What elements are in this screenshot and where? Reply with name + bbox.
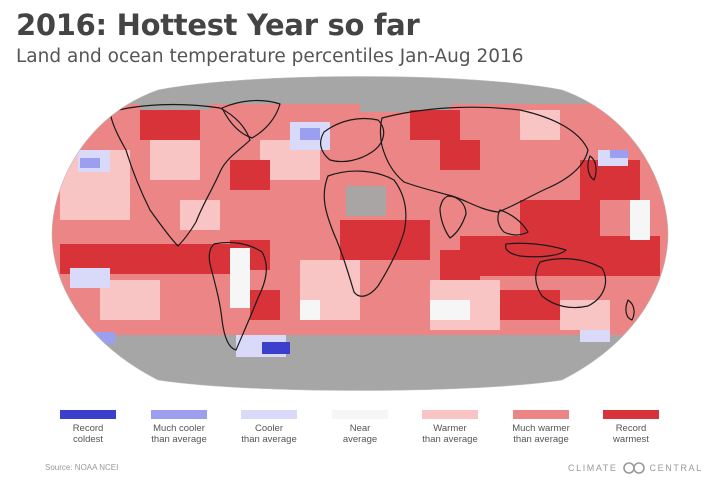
legend-label-line1: Much cooler: [153, 423, 205, 434]
map-region-patch: [230, 248, 250, 308]
new-zealand-outline: [625, 299, 635, 321]
legend-label: Record coldest: [40, 423, 136, 445]
legend-label-line2: than average: [151, 434, 207, 445]
legend-label-line2: than average: [513, 434, 569, 445]
brand-text-left: CLIMATE: [568, 463, 618, 473]
africa-outline: [323, 170, 407, 297]
map-region-patch: [610, 150, 628, 158]
map-region-patch: [460, 236, 660, 276]
map-region-arctic: [52, 76, 668, 104]
legend-label-line2: warmest: [613, 434, 649, 445]
india-outline: [439, 195, 467, 239]
map-region-patch: [80, 158, 100, 168]
legend-item-record-warmest: Record warmest: [583, 410, 679, 445]
legend-swatch: [603, 410, 659, 419]
legend-label-line1: Cooler: [255, 423, 283, 434]
europe-outline: [320, 117, 385, 163]
legend-label-line1: Record: [72, 423, 104, 434]
legend-swatch: [60, 410, 116, 419]
legend-item-record-coldest: Record coldest: [40, 410, 136, 445]
legend-label-line2: than average: [241, 434, 297, 445]
legend-swatch: [151, 410, 207, 419]
map-region-patch: [180, 200, 220, 230]
map-region-patch: [300, 300, 320, 320]
map-region-patch: [140, 110, 200, 140]
australia-outline: [535, 258, 607, 309]
north-america-outline: [109, 103, 251, 247]
map-region-patch: [150, 140, 200, 180]
legend-swatch: [422, 410, 478, 419]
legend-label: Warmer than average: [402, 423, 498, 445]
legend-label: Record warmest: [583, 423, 679, 445]
japan-outline: [587, 155, 597, 181]
map-region-patch: [500, 290, 560, 320]
map-region-patch: [250, 290, 280, 320]
map-region-patch: [410, 110, 460, 140]
brand-text-right: CENTRAL: [649, 463, 703, 473]
legend-item-warmer: Warmer than average: [402, 410, 498, 445]
legend-label-line1: Warmer: [433, 423, 467, 434]
map-region-patch: [580, 330, 610, 342]
globe-outline: [51, 76, 669, 391]
south-america-outline: [208, 241, 267, 351]
legend-label: Much cooler than average: [131, 423, 227, 445]
map-region-antarctic: [52, 335, 668, 391]
legend-item-cooler: Cooler than average: [221, 410, 317, 445]
page-subtitle: Land and ocean temperature percentiles J…: [16, 46, 524, 67]
greenland-outline: [221, 99, 281, 139]
legend-label-line2: average: [342, 434, 378, 445]
map-region-patch: [85, 332, 115, 344]
legend-label-line1: Near: [349, 423, 371, 434]
indonesia-outline: [505, 242, 567, 258]
asia-outline: [379, 106, 589, 213]
legend-item-much-cooler: Much cooler than average: [131, 410, 227, 445]
map-region-patch: [430, 300, 470, 320]
legend-label: Much warmer than average: [493, 423, 589, 445]
legend-label: Near average: [312, 423, 408, 445]
map-region-patch: [300, 128, 320, 140]
map-region-patch: [520, 200, 600, 236]
map-region-patch: [70, 268, 110, 288]
map-region-patch: [440, 140, 480, 170]
map-region-patch: [440, 250, 480, 280]
map-region-patch: [560, 300, 610, 330]
map-region-patch: [230, 160, 270, 190]
legend-label-line2: than average: [422, 434, 478, 445]
legend-swatch: [513, 410, 569, 419]
map-region-patch: [520, 110, 560, 140]
southeast-asia-outline: [497, 209, 529, 236]
legend-label-line1: Much warmer: [512, 423, 570, 434]
map-region-sahara: [346, 186, 386, 216]
map-region-patch: [340, 220, 430, 260]
source-note: Source: NOAA NCEI: [45, 463, 119, 472]
map-region-patch: [580, 160, 640, 200]
climate-central-logo-icon: [622, 462, 645, 474]
legend-label-line1: Record: [615, 423, 647, 434]
legend-swatch: [241, 410, 297, 419]
legend-swatch: [332, 410, 388, 419]
legend-label-line2: coldest: [72, 434, 104, 445]
legend-item-much-warmer: Much warmer than average: [493, 410, 589, 445]
legend-item-near-average: Near average: [312, 410, 408, 445]
land-outlines: [109, 99, 635, 351]
legend: Record coldest Much cooler than average …: [0, 410, 720, 450]
legend-label: Cooler than average: [221, 423, 317, 445]
map-region-patch: [262, 342, 290, 354]
brand-logo: CLIMATE CENTRAL: [568, 461, 703, 475]
map-region-arctic-ne: [360, 100, 450, 112]
map-region-patch: [630, 200, 650, 240]
page-title: 2016: Hottest Year so far: [16, 8, 420, 42]
